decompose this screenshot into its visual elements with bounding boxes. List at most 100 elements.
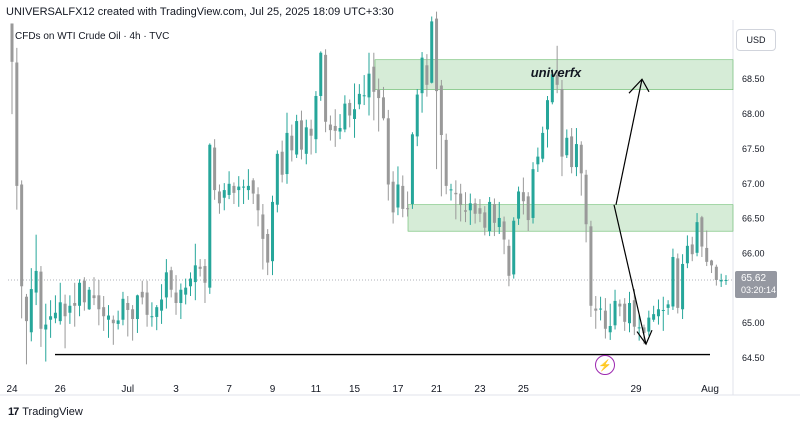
currency-button[interactable]: USD [736, 29, 776, 51]
price-tick-label: 66.00 [742, 249, 765, 259]
watermark-text: UNIVERSALFX12 created with TradingView.c… [6, 6, 394, 18]
price-tick-label: 64.50 [742, 353, 765, 363]
candle-body [34, 270, 38, 293]
candle-body [570, 136, 574, 168]
time-tick-label: 11 [311, 384, 322, 395]
candle-body [488, 201, 492, 232]
candle-body [266, 233, 270, 263]
candle-body [647, 317, 651, 332]
candle-body [213, 147, 217, 191]
candle-body [261, 214, 265, 239]
candle-body [160, 299, 164, 311]
candle-body [695, 222, 699, 253]
candle-body [106, 315, 110, 320]
candle-body [275, 153, 279, 205]
candle-body [145, 292, 149, 315]
tradingview-logo[interactable]: 17 TradingView [8, 406, 83, 418]
candle-body [150, 316, 154, 318]
candle-body [217, 191, 221, 204]
candle-body [512, 220, 516, 275]
candle-body [536, 156, 540, 165]
candle-body [608, 325, 612, 333]
arrow-down-line [613, 204, 647, 345]
candle-body [189, 278, 192, 287]
candle-body [483, 212, 487, 228]
candle-body [102, 307, 106, 317]
candle-body [362, 95, 366, 97]
candle-body [406, 208, 410, 210]
candle-body [386, 118, 390, 185]
candle-body [492, 204, 496, 223]
candle-body [246, 185, 250, 191]
candle-body [391, 181, 395, 213]
tradingview-logo-text: TradingView [22, 406, 83, 418]
candle-body [541, 132, 545, 159]
candle-body [131, 309, 135, 320]
candle-body [242, 186, 246, 188]
candle-body [497, 217, 501, 228]
time-tick-label: 17 [392, 384, 404, 395]
candle-body [290, 135, 294, 151]
candle-body [319, 52, 323, 96]
lightning-bolt-icon[interactable]: ⚡ [595, 355, 615, 375]
time-tick-label: 24 [6, 384, 18, 395]
price-tick-label: 68.00 [742, 109, 765, 119]
time-tick-label: 15 [349, 384, 361, 395]
candle-body [623, 303, 627, 322]
candle-body [87, 289, 91, 310]
candle-body [222, 190, 226, 198]
candle-body [449, 189, 453, 191]
time-tick-label: Aug [701, 384, 719, 395]
candle-body [15, 62, 19, 186]
candle-body [333, 125, 337, 131]
candle-body [681, 263, 685, 310]
candle-body [68, 305, 72, 313]
time-tick-label: 3 [173, 384, 179, 395]
candle-body [256, 194, 260, 211]
last-price-tag [735, 270, 777, 298]
candle-body [280, 151, 284, 175]
candle-body [184, 287, 188, 295]
candle-body [454, 192, 458, 195]
candle-body [710, 260, 714, 266]
candle-body [526, 196, 530, 221]
last-price-value: 65.62 [741, 273, 766, 284]
candle-body [29, 289, 33, 333]
candle-body [328, 124, 332, 131]
candle-body [546, 100, 549, 130]
candle-body [169, 270, 173, 290]
candle-body [63, 303, 67, 317]
candle-body [164, 272, 168, 298]
candle-body [666, 304, 670, 308]
time-tick-label: 26 [55, 384, 67, 395]
candle-body [193, 265, 197, 283]
symbol-title[interactable]: CFDs on WTI Crude Oil · 4h · TVC [15, 31, 170, 42]
candle-body [690, 244, 694, 255]
candle-body [396, 184, 400, 208]
candle-body [531, 169, 535, 218]
candle-body [439, 85, 443, 136]
candle-body [671, 256, 675, 307]
candle-body [565, 137, 569, 156]
candle-body [111, 319, 115, 324]
candle-body [430, 21, 434, 83]
candle-body [357, 93, 361, 105]
price-tick-label: 67.00 [742, 179, 765, 189]
candle-body [661, 309, 665, 311]
candle-body [468, 203, 472, 211]
candle-body [82, 280, 86, 303]
candle-body [632, 300, 636, 327]
candle-body [420, 57, 424, 94]
candle-body [415, 94, 419, 137]
candle-body [179, 289, 183, 303]
bar-countdown: 03:20:14 [741, 285, 776, 295]
candle-body [343, 103, 347, 130]
candle-body [10, 23, 14, 62]
candle-body [237, 186, 241, 191]
price-tick-label: 65.00 [742, 318, 765, 328]
candle-body [251, 180, 255, 194]
time-tick-label: 29 [630, 384, 642, 395]
candle-body [594, 308, 598, 311]
arrow-up-head [628, 78, 650, 94]
